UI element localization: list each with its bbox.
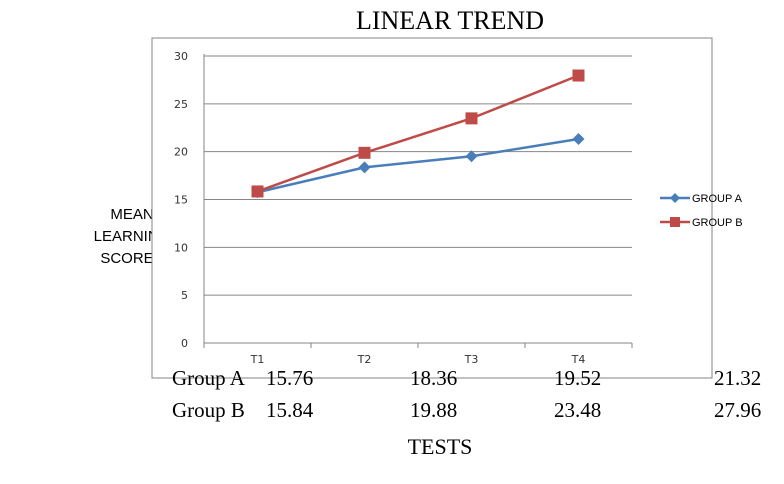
table-row-b-label: Group B (172, 398, 245, 422)
legend-marker-group-a (670, 193, 680, 203)
y-axis-label-line-1: MEAN (110, 206, 154, 223)
point-group-b-t2 (358, 146, 371, 159)
table-row-b-t4: 27.96 (714, 398, 762, 422)
x-axis-label: TESTS (407, 434, 473, 459)
table-row-b-t1: 15.84 (266, 398, 314, 422)
table-row-a-t3: 19.52 (554, 366, 602, 390)
chart-title: LINEAR TREND (355, 6, 544, 35)
legend-label-group-b: GROUP B (692, 217, 743, 229)
y-axis-label-line-2: LEARNING (93, 228, 171, 245)
table-row-b-t2: 19.88 (410, 398, 458, 422)
chart-frame (151, 37, 713, 379)
line-chart: 0 5 10 15 20 25 30 T1 T2 T3 T4 GROUP A GROUP B (151, 37, 743, 379)
y-axis-label-line-3: SCORES (100, 250, 164, 267)
point-group-a-t2 (358, 161, 371, 174)
x-tick-label-t2: T2 (357, 353, 372, 366)
point-group-b-t3 (465, 112, 478, 125)
legend-label-group-a: GROUP A (692, 193, 743, 205)
y-tick-label-15: 15 (174, 194, 188, 207)
series-line-group-b (257, 74, 579, 193)
table-row-a-t2: 18.36 (410, 366, 458, 390)
table-row-a-t1: 15.76 (266, 366, 314, 390)
point-group-a-t3 (465, 150, 478, 163)
y-axis-label: MEAN LEARNING SCORES (92, 204, 172, 270)
point-group-a-t4 (572, 133, 585, 146)
x-tick-label-t3: T3 (464, 353, 479, 366)
series-line-group-a (257, 137, 579, 194)
table-row-a-t4: 21.32 (714, 366, 762, 390)
y-tick-label-25: 25 (174, 98, 188, 111)
point-group-b-t1 (251, 185, 264, 198)
table-row-b-t3: 23.48 (554, 398, 602, 422)
table-row-a-label: Group A (172, 366, 245, 390)
x-tick-label-t4: T4 (571, 353, 586, 366)
x-tick-label-t1: T1 (250, 353, 265, 366)
y-tick-label-30: 30 (174, 50, 188, 63)
point-group-b-t4 (572, 69, 585, 82)
plot-area: 0 5 10 15 20 25 30 T1 T2 T3 T4 GROUP A GROUP B (174, 50, 743, 366)
y-tick-label-0: 0 (181, 337, 188, 350)
legend-marker-group-b (670, 217, 680, 227)
y-tick-label-20: 20 (174, 146, 188, 159)
y-tick-label-10: 10 (174, 241, 188, 254)
y-tick-label-5: 5 (181, 289, 188, 302)
